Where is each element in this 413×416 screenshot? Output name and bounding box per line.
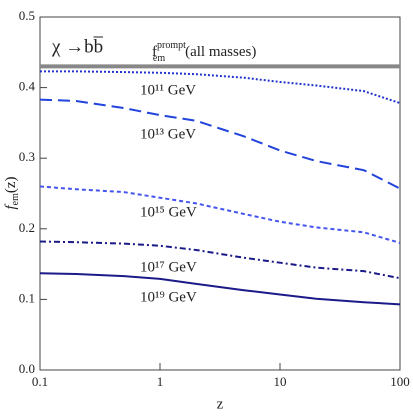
y-tick-label: 0.5 [19, 8, 35, 23]
label-part: em [153, 53, 165, 64]
label-part: f [152, 44, 157, 60]
x-tick-label: 0.1 [32, 374, 48, 389]
label-part: f [3, 204, 19, 210]
y-tick-label: 0.2 [19, 220, 35, 235]
series-label: 10¹⁷ GeV [140, 259, 197, 275]
label-part: prompt [157, 40, 186, 51]
series-line [39, 240, 401, 280]
chart-title: χ →bb̅ [51, 36, 103, 57]
series-line [39, 272, 401, 306]
y-tick-label: 0.1 [19, 290, 35, 305]
y-tick-label: 0.0 [19, 361, 35, 376]
label-part: (all masses) [185, 44, 256, 60]
y-tick-label: 0.4 [19, 79, 36, 94]
y-tick-label: 0.3 [19, 149, 35, 164]
series-label: 10¹³ GeV [140, 126, 196, 142]
series-line [39, 98, 401, 190]
x-tick-label: 1 [157, 374, 164, 389]
series-label: 10¹⁵ GeV [140, 204, 197, 220]
x-tick-label: 10 [274, 374, 287, 389]
x-axis-label: z [217, 396, 224, 412]
plot-frame [39, 16, 401, 371]
prompt-label: fprompt em (all masses) [152, 40, 256, 64]
y-axis-label: fem(z) [3, 176, 21, 209]
x-tick-label: 100 [390, 374, 410, 389]
series-label: 10¹¹ GeV [140, 82, 196, 98]
label-part: em [10, 193, 21, 205]
series-label: 10¹⁹ GeV [140, 289, 197, 305]
label-part: (z) [3, 176, 19, 193]
series-line [40, 70, 401, 105]
series-line [39, 185, 401, 244]
